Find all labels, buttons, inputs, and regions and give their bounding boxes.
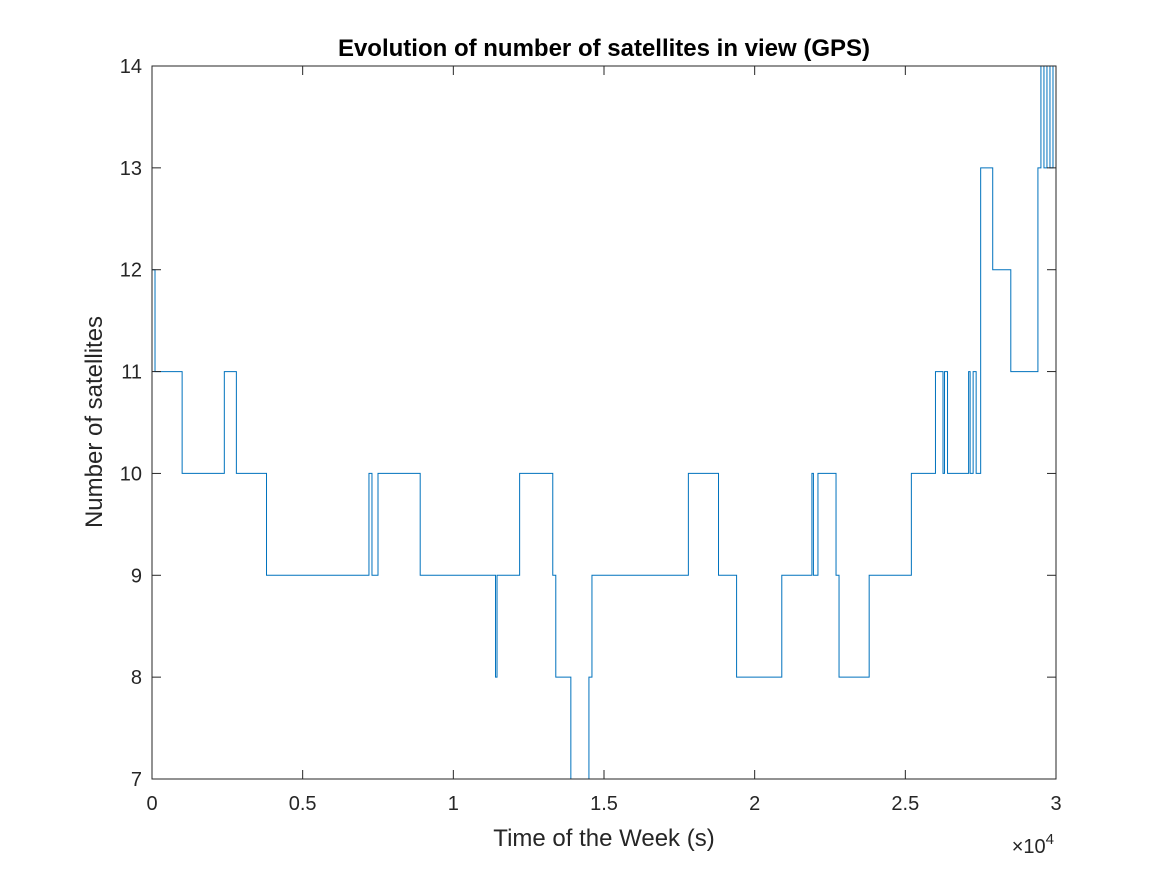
y-tick-label: 9 <box>131 565 142 587</box>
x-axis-ticks: 0 0.5 1 1.5 2 2.5 3 <box>146 66 1062 815</box>
y-axis-ticks: 7 8 9 10 11 12 13 14 <box>120 56 1056 791</box>
x-tick-label: 3 <box>1050 793 1061 815</box>
y-tick-label: 11 <box>121 362 142 384</box>
y-tick-label: 10 <box>120 463 142 485</box>
x-tick-label: 1.5 <box>590 793 618 815</box>
series-layer <box>152 65 1056 780</box>
x-tick-label: 2.5 <box>891 793 919 815</box>
x-tick-label: 0.5 <box>289 793 317 815</box>
x-tick-label: 1 <box>448 793 459 815</box>
x-tick-label: 0 <box>146 793 157 815</box>
x-axis-label: Time of the Week (s) <box>493 825 714 852</box>
plot-area <box>152 66 1056 779</box>
y-tick-label: 14 <box>120 56 142 78</box>
y-tick-label: 12 <box>120 260 142 282</box>
y-axis-label: Number of satellites <box>81 316 108 528</box>
y-tick-label: 7 <box>131 769 142 791</box>
series-line <box>152 65 1056 780</box>
y-tick-label: 8 <box>131 667 142 689</box>
x-tick-label: 2 <box>749 793 760 815</box>
y-tick-label: 13 <box>120 158 142 180</box>
chart-title: Evolution of number of satellites in vie… <box>338 35 870 62</box>
x-axis-exponent: ×104 <box>1012 831 1054 858</box>
